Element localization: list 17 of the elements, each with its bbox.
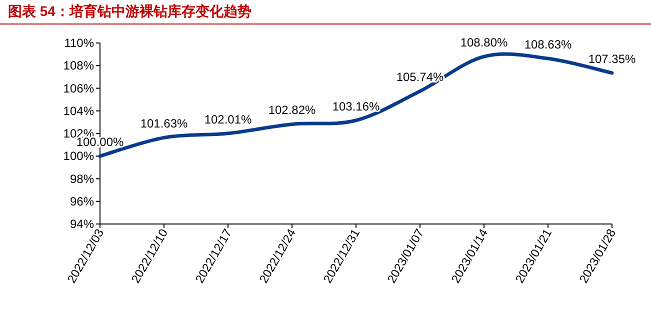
y-tick-label: 110% — [64, 36, 94, 50]
data-label: 105.74% — [396, 70, 444, 84]
data-label: 102.01% — [204, 112, 252, 126]
y-tick-label: 94% — [70, 217, 94, 231]
data-label: 101.63% — [140, 116, 188, 131]
y-tick-label: 96% — [70, 194, 94, 208]
data-label: 108.63% — [524, 38, 572, 52]
y-tick-label: 104% — [63, 104, 94, 118]
data-label: 102.82% — [268, 103, 316, 118]
y-tick-label: 100% — [63, 149, 94, 164]
data-label: 108.80% — [460, 36, 508, 50]
data-label: 107.35% — [588, 52, 636, 66]
y-tick-label: 98% — [70, 172, 94, 186]
y-tick-label: 108% — [63, 58, 94, 73]
chart-title: 图表 54：培育钻中游裸钻库存变化趋势 — [8, 3, 252, 19]
data-label: 103.16% — [332, 99, 380, 114]
y-tick-label: 106% — [63, 81, 94, 96]
